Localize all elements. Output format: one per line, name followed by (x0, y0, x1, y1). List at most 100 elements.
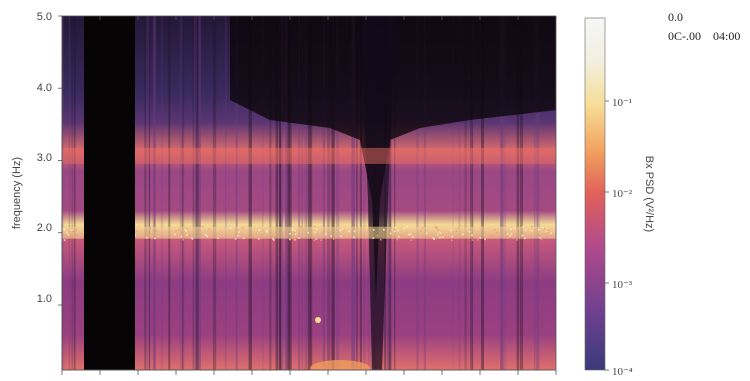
speckle (242, 237, 245, 239)
speckle (205, 234, 207, 236)
spectrogram-striation (149, 16, 151, 370)
speckle (144, 229, 147, 232)
band-3hz (62, 147, 556, 164)
speckle (383, 228, 385, 231)
spectrogram-striation (198, 16, 201, 370)
speckle (348, 234, 350, 237)
speckle (545, 230, 548, 233)
speckle (234, 233, 237, 235)
speckle (451, 235, 454, 238)
speckle (524, 237, 526, 240)
speckle (428, 236, 431, 238)
speckle (288, 229, 291, 231)
speckle (258, 229, 261, 232)
y-tick-label: 5.0 (37, 11, 52, 23)
speckle (242, 226, 244, 229)
speckle (348, 230, 350, 233)
speckle (543, 228, 546, 230)
speckle (185, 230, 187, 232)
speckle (148, 235, 151, 237)
y-axis: 5.0 4.0 3.0 2.0 1.0 frequency (Hz) (11, 11, 63, 370)
data-gap (84, 16, 135, 370)
speckle (516, 239, 518, 241)
spectrogram-striation (394, 16, 396, 370)
y-tick-label: 1.0 (37, 293, 52, 305)
spectrogram-striation (285, 16, 288, 370)
speckle (314, 226, 316, 229)
speckle (289, 233, 291, 235)
colorbar-tick-label: 10⁻³ (612, 279, 633, 291)
speckle (540, 238, 542, 240)
speckle (536, 231, 539, 234)
spectrogram-striation (193, 16, 198, 370)
colorbar-label: Bx PSD (V²/Hz) (643, 156, 655, 232)
speckle (479, 237, 482, 239)
spectrogram-striation (500, 16, 504, 370)
speckle (455, 230, 458, 233)
spectrogram-striation (195, 16, 199, 370)
spectrogram-striation (144, 16, 146, 370)
speckle (175, 230, 177, 232)
speckle (403, 227, 406, 230)
speckle (294, 229, 296, 232)
spectrogram-striation (301, 16, 304, 370)
speckle (372, 237, 375, 239)
corner-note-line1: 0.0 (668, 10, 683, 24)
speckle (546, 232, 549, 234)
speckle (522, 226, 524, 228)
speckle (539, 236, 541, 239)
spectrogram-striation (464, 16, 467, 370)
speckle (440, 232, 443, 235)
speckle (188, 234, 191, 236)
spectrogram-striation (290, 16, 292, 370)
speckle (189, 235, 192, 237)
spectrogram-striation (269, 16, 272, 370)
speckle (208, 228, 210, 231)
speckle (298, 237, 300, 239)
speckle (190, 237, 193, 239)
speckle (442, 236, 444, 238)
speckle (524, 229, 527, 231)
spectrogram-striation (356, 16, 358, 370)
spectrogram-striation (71, 16, 74, 370)
colorbar-tick-label: 10⁻² (612, 188, 633, 200)
spectrogram-striation (322, 16, 325, 370)
spectrogram-striation (287, 16, 290, 370)
spectrogram-striation (280, 16, 284, 370)
speckle (297, 235, 299, 238)
spectrogram-striation (168, 16, 171, 370)
spectrogram-striation (68, 16, 71, 370)
speckle (439, 231, 441, 233)
spectrogram-striation (481, 16, 484, 370)
spectrogram-striation (279, 16, 281, 370)
speckle (313, 239, 316, 242)
spectrogram-striation (351, 16, 355, 370)
speckle (409, 233, 412, 236)
speckle (433, 238, 435, 240)
speckle (311, 236, 314, 239)
speckle (206, 235, 208, 238)
speckle (330, 235, 333, 237)
spectrogram-striation (335, 16, 337, 370)
speckle (420, 230, 422, 232)
corner-note-line2: 0C-.00 04:00 (668, 29, 741, 43)
speckle (550, 232, 552, 234)
speckle (291, 229, 294, 231)
speckle (339, 229, 341, 232)
spectrogram-striation (452, 16, 454, 370)
speckle (177, 229, 180, 231)
speckle (303, 229, 305, 232)
spectrogram-striation (145, 16, 147, 370)
speckle (516, 228, 519, 230)
spectrogram-striation (62, 16, 65, 370)
speckle (293, 239, 295, 241)
speckle (313, 225, 316, 228)
speckle (421, 227, 424, 229)
spectrogram-striation (500, 16, 503, 370)
speckle (477, 239, 479, 241)
speckle (471, 234, 473, 236)
spectrogram-striation (519, 16, 524, 370)
speckle (462, 233, 464, 236)
speckle (510, 228, 512, 231)
